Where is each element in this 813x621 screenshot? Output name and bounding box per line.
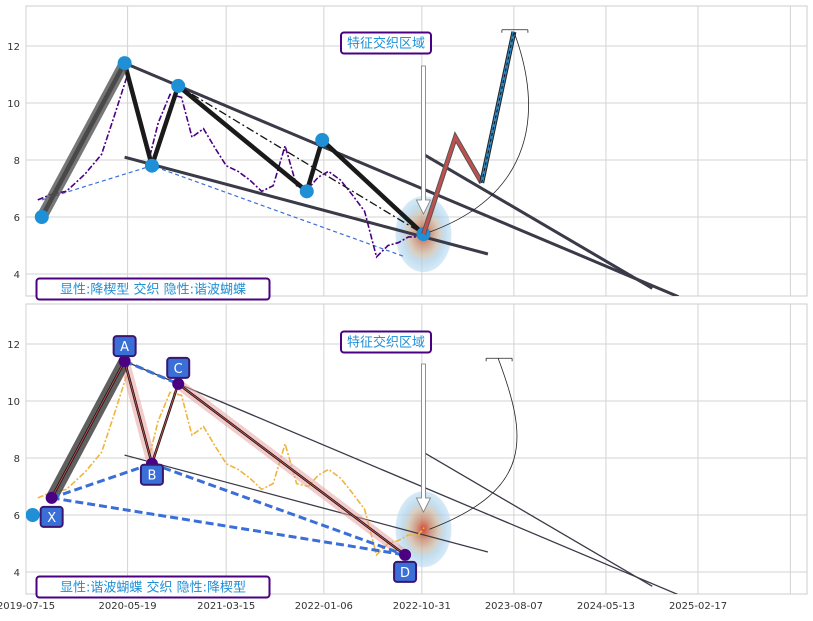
legend-label-bottom: 显性:谐波蝴蝶 交织 隐性:降楔型 [60, 580, 246, 596]
x-tick-label: 2019-07-15 [0, 601, 55, 612]
x-tick-label: 2024-05-13 [577, 601, 635, 612]
pivot-node [117, 56, 132, 71]
pivot-node [171, 78, 186, 93]
xabcd-dashed-line [124, 359, 179, 386]
price-line [37, 71, 426, 259]
xabcd-node [45, 491, 58, 504]
annotation-label-top: 特征交织区域 [347, 36, 425, 52]
x-tick-label: 2020-05-19 [99, 601, 157, 612]
annotation-label-bottom: 特征交织区域 [347, 335, 425, 351]
projection-blue-dots [481, 31, 515, 183]
pivot-node [144, 158, 159, 173]
legend-label-top-box [35, 277, 271, 301]
trend-line [124, 360, 679, 594]
xabcd-dashed-line [151, 462, 406, 557]
xabcd-leg-inner [51, 360, 126, 499]
start-node [26, 508, 40, 522]
down-arrow [415, 363, 432, 513]
xabcd-label-box [393, 560, 418, 583]
xabcd-leg-inner [124, 360, 153, 464]
xabcd-label-box [139, 463, 164, 486]
xabcd-label: X [47, 511, 56, 526]
trend-line [423, 451, 653, 587]
xabcd-label-box [166, 356, 191, 379]
xabcd-label: D [400, 566, 410, 581]
y-tick-label: 6 [14, 511, 20, 522]
x-tick-label: 2022-10-31 [393, 601, 451, 612]
x-tick-label: 2021-03-15 [197, 601, 255, 612]
trend-line [422, 153, 654, 290]
y-tick-label: 4 [14, 270, 20, 281]
projection-red [422, 133, 483, 235]
trend-line [124, 454, 489, 553]
xabcd-leg-inner [177, 383, 406, 556]
y-tick-label: 8 [14, 156, 20, 167]
y-tick-label: 10 [7, 397, 20, 408]
connector-arc [429, 358, 518, 530]
connector-arc [429, 31, 529, 233]
xabcd-node [399, 548, 412, 561]
y-tick-label: 8 [14, 454, 20, 465]
y-tick-label: 12 [7, 340, 20, 351]
zigzag-wide-leg [36, 60, 130, 220]
xabcd-label: A [120, 340, 129, 355]
connector-bracket [485, 357, 513, 362]
y-tick-label: 6 [14, 213, 20, 224]
y-tick-label: 10 [7, 99, 20, 110]
xabcd-label-box [39, 505, 64, 528]
y-tick-label: 4 [14, 568, 20, 579]
xabcd-label: B [147, 469, 156, 484]
annotation-label-top-box [340, 31, 432, 55]
trend-line [124, 61, 680, 296]
down-arrow [415, 65, 432, 215]
xabcd-node [118, 355, 131, 368]
x-tick-label: 2023-08-07 [485, 601, 543, 612]
y-tick-label: 12 [7, 42, 20, 53]
legend-label-bottom-box [35, 575, 271, 599]
bottom-series-group [26, 355, 679, 594]
xabcd-leg-inner [151, 383, 179, 464]
x-tick-label: 2025-02-17 [669, 601, 727, 612]
pivot-node [315, 133, 330, 148]
top-series-group [34, 29, 680, 296]
xabcd-dashed-line [51, 462, 153, 500]
x-tick-label: 2022-01-06 [295, 601, 353, 612]
chart-layer: 4 6 8 10 12 4 6 8 10 12 2019-07-15 2020-05-19 2021-0… [0, 5, 808, 612]
pivot-node [34, 210, 49, 224]
pivot-node [299, 184, 314, 199]
legend-label-top: 显性:降楔型 交织 隐性:谐波蝴蝶 [60, 282, 246, 298]
annotation-label-bottom-box [340, 330, 432, 354]
xabcd-label-box [112, 335, 137, 358]
connector-bracket [501, 29, 529, 33]
xabcd-label: C [174, 362, 183, 377]
xabcd-node [172, 377, 185, 390]
